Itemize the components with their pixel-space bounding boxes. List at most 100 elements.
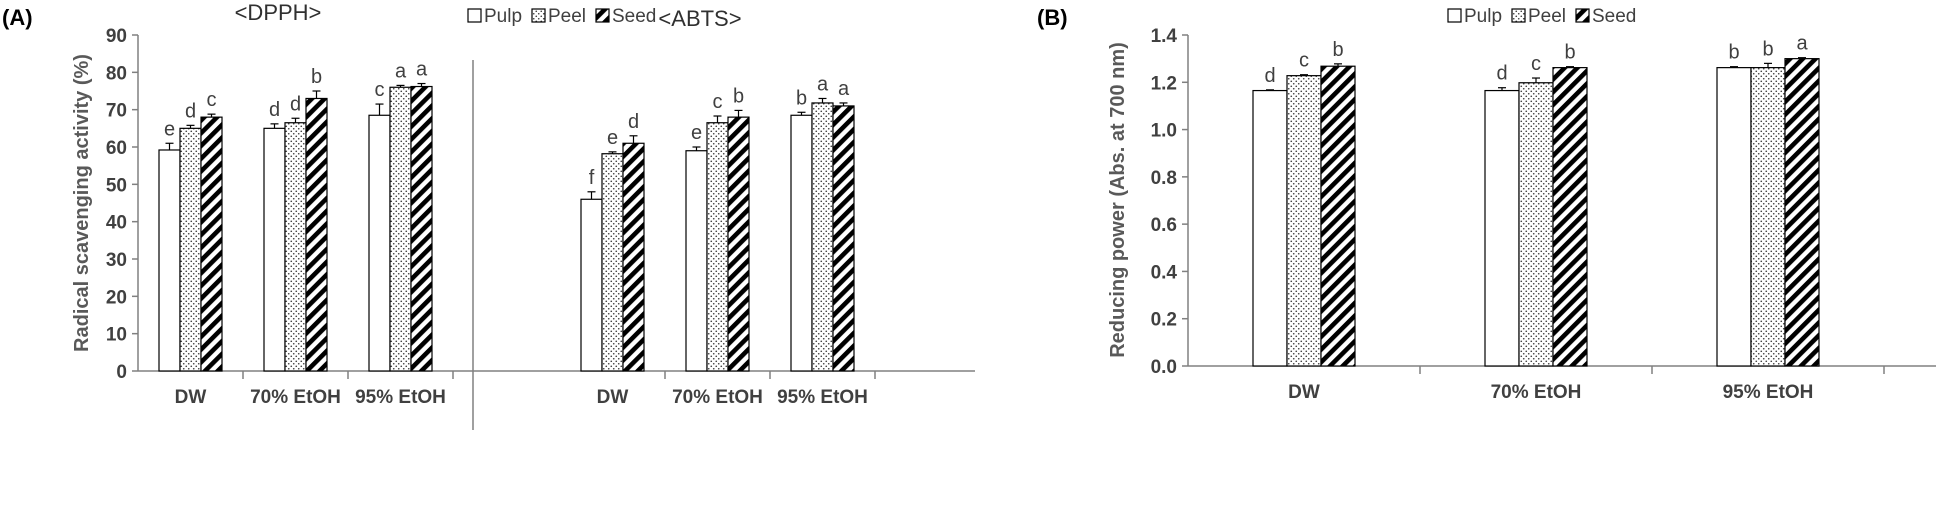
panel-a-bar-pulp <box>685 150 708 372</box>
panel-b-y-tick-label: 1.2 <box>1151 73 1177 94</box>
panel-a-bar-peel <box>284 122 307 372</box>
panel-b-significance-label: c <box>1531 53 1541 75</box>
panel-a-significance-label: d <box>185 100 196 122</box>
panel-b-significance-label: b <box>1728 42 1739 64</box>
panel-a-label: (A) <box>2 5 33 30</box>
panel-a-legend-swatch-seed <box>595 8 610 23</box>
panel-b-bar-peel <box>1750 67 1786 367</box>
panel-a-bar-pulp <box>790 114 813 372</box>
panel-b-legend-label-pulp: Pulp <box>1464 6 1502 27</box>
panel-b-bar-peel <box>1518 82 1554 367</box>
panel-b-y-tick-label: 0.0 <box>1151 357 1177 378</box>
panel-a-significance-label: f <box>589 167 595 189</box>
panel-a-legend-label-pulp: Pulp <box>484 6 522 27</box>
panel-a-bar-seed <box>305 97 328 372</box>
panel-b-bar-pulp <box>1484 89 1520 367</box>
panel-a-x-category-label: 95% EtOH <box>355 387 446 408</box>
panel-a-bar-peel <box>601 153 624 372</box>
panel-a-significance-label: e <box>607 127 618 149</box>
panel-b-significance-label: b <box>1332 39 1343 61</box>
panel-b-legend-label-seed: Seed <box>1592 6 1636 27</box>
panel-a-y-tick-label: 80 <box>106 63 127 84</box>
panel-b-y-tick-label: 0.6 <box>1151 215 1177 236</box>
panel-a-significance-label: c <box>713 91 723 113</box>
panel-a-bar-seed <box>200 116 223 372</box>
panel-a-significance-label: b <box>796 87 807 109</box>
panel-a-legend-swatch-pulp <box>467 8 482 23</box>
panel-a-bar-peel <box>811 102 834 372</box>
panel-a-significance-label: c <box>375 79 385 101</box>
panel-a-legend-label-peel: Peel <box>548 6 586 27</box>
panel-a-significance-label: c <box>207 89 217 111</box>
panel-a-y-tick-label: 20 <box>106 287 127 308</box>
panel-b-x-category-label: DW <box>1288 382 1320 403</box>
panel-a-y-tick-label: 90 <box>106 26 127 47</box>
panel-b-x-category-label: 95% EtOH <box>1723 382 1814 403</box>
panel-b-significance-label: b <box>1762 38 1773 60</box>
panel-a-significance-label: e <box>164 118 175 140</box>
panel-a-bar-seed <box>622 142 645 372</box>
panel-a-bar-peel <box>179 127 202 372</box>
panel-b-bar-seed <box>1784 58 1820 367</box>
panel-b-significance-label: b <box>1564 42 1575 64</box>
panel-b-y-tick-label: 0.2 <box>1151 310 1177 331</box>
panel-b-legend-swatch-pulp <box>1447 8 1462 23</box>
panel-a-significance-label: d <box>290 93 301 115</box>
panel-a-bar-pulp <box>263 127 286 372</box>
panel-a-bar-peel <box>706 122 729 372</box>
panel-b-significance-label: c <box>1299 50 1309 72</box>
panel-a-bar-pulp <box>158 149 181 372</box>
panel-a-x-category-label: 95% EtOH <box>777 387 868 408</box>
panel-a-x-category-label: 70% EtOH <box>250 387 341 408</box>
panel-b-y-tick-label: 0.8 <box>1151 168 1177 189</box>
panel-a-significance-label: a <box>817 73 829 95</box>
panel-a-y-tick-label: 0 <box>116 362 127 383</box>
panel-a-significance-label: a <box>416 59 428 81</box>
panel-a-legend-label-seed: Seed <box>612 6 656 27</box>
panel-b-y-axis-title: Reducing power (Abs. at 700 nm) <box>1107 42 1129 358</box>
panel-a-y-tick-label: 40 <box>106 213 127 234</box>
panel-b-bar-seed <box>1552 67 1588 367</box>
panel-a-y-tick-label: 60 <box>106 138 127 159</box>
panel-a-bar-seed <box>410 85 433 372</box>
panel-b-legend-swatch-seed <box>1575 8 1590 23</box>
panel-b-bar-seed <box>1320 65 1356 367</box>
panel-a-significance-label: b <box>311 66 322 88</box>
panel-a-bar-pulp <box>368 114 391 372</box>
panel-b-significance-label: d <box>1496 63 1507 85</box>
panel-b-y-tick-label: 0.4 <box>1151 262 1178 283</box>
panel-a-significance-label: a <box>395 60 407 82</box>
panel-b-legend-swatch-peel <box>1511 8 1526 23</box>
panel-a-y-tick-label: 50 <box>106 175 127 196</box>
panel-a-x-category-label: DW <box>175 387 207 408</box>
panel-a-group-title-dpph: <DPPH> <box>235 0 322 25</box>
panel-a-x-category-label: DW <box>597 387 629 408</box>
panel-b-bar-pulp <box>1252 89 1288 367</box>
panel-a-bar-pulp <box>580 198 603 372</box>
panel-a-y-tick-label: 10 <box>106 325 127 346</box>
panel-b-y-tick-label: 1.4 <box>1151 26 1178 47</box>
panel-a-significance-label: d <box>628 111 639 133</box>
panel-b-significance-label: d <box>1264 65 1275 87</box>
panel-b-bar-peel <box>1286 75 1322 367</box>
panel-a-x-category-label: 70% EtOH <box>672 387 763 408</box>
panel-b-legend-label-peel: Peel <box>1528 6 1566 27</box>
panel-a-group-title-abts: <ABTS> <box>658 6 741 31</box>
panel-b-x-category-label: 70% EtOH <box>1491 382 1582 403</box>
panel-b-y-tick-label: 1.0 <box>1151 121 1177 142</box>
panel-a-y-axis-title: Radical scavenging activity (%) <box>71 54 93 352</box>
panel-b-label: (B) <box>1037 5 1068 30</box>
panel-a-bar-seed <box>727 116 750 372</box>
panel-a-bar-seed <box>832 105 855 372</box>
panel-a-bar-peel <box>389 86 412 372</box>
panel-a-significance-label: b <box>733 85 744 107</box>
panel-a-legend-swatch-peel <box>531 8 546 23</box>
panel-a-y-tick-label: 30 <box>106 250 127 271</box>
panel-b-significance-label: a <box>1796 33 1808 55</box>
panel-a-y-tick-label: 70 <box>106 101 127 122</box>
panel-b-bar-pulp <box>1716 67 1752 367</box>
panel-a-significance-label: a <box>838 78 850 100</box>
panel-a-significance-label: d <box>269 99 280 121</box>
